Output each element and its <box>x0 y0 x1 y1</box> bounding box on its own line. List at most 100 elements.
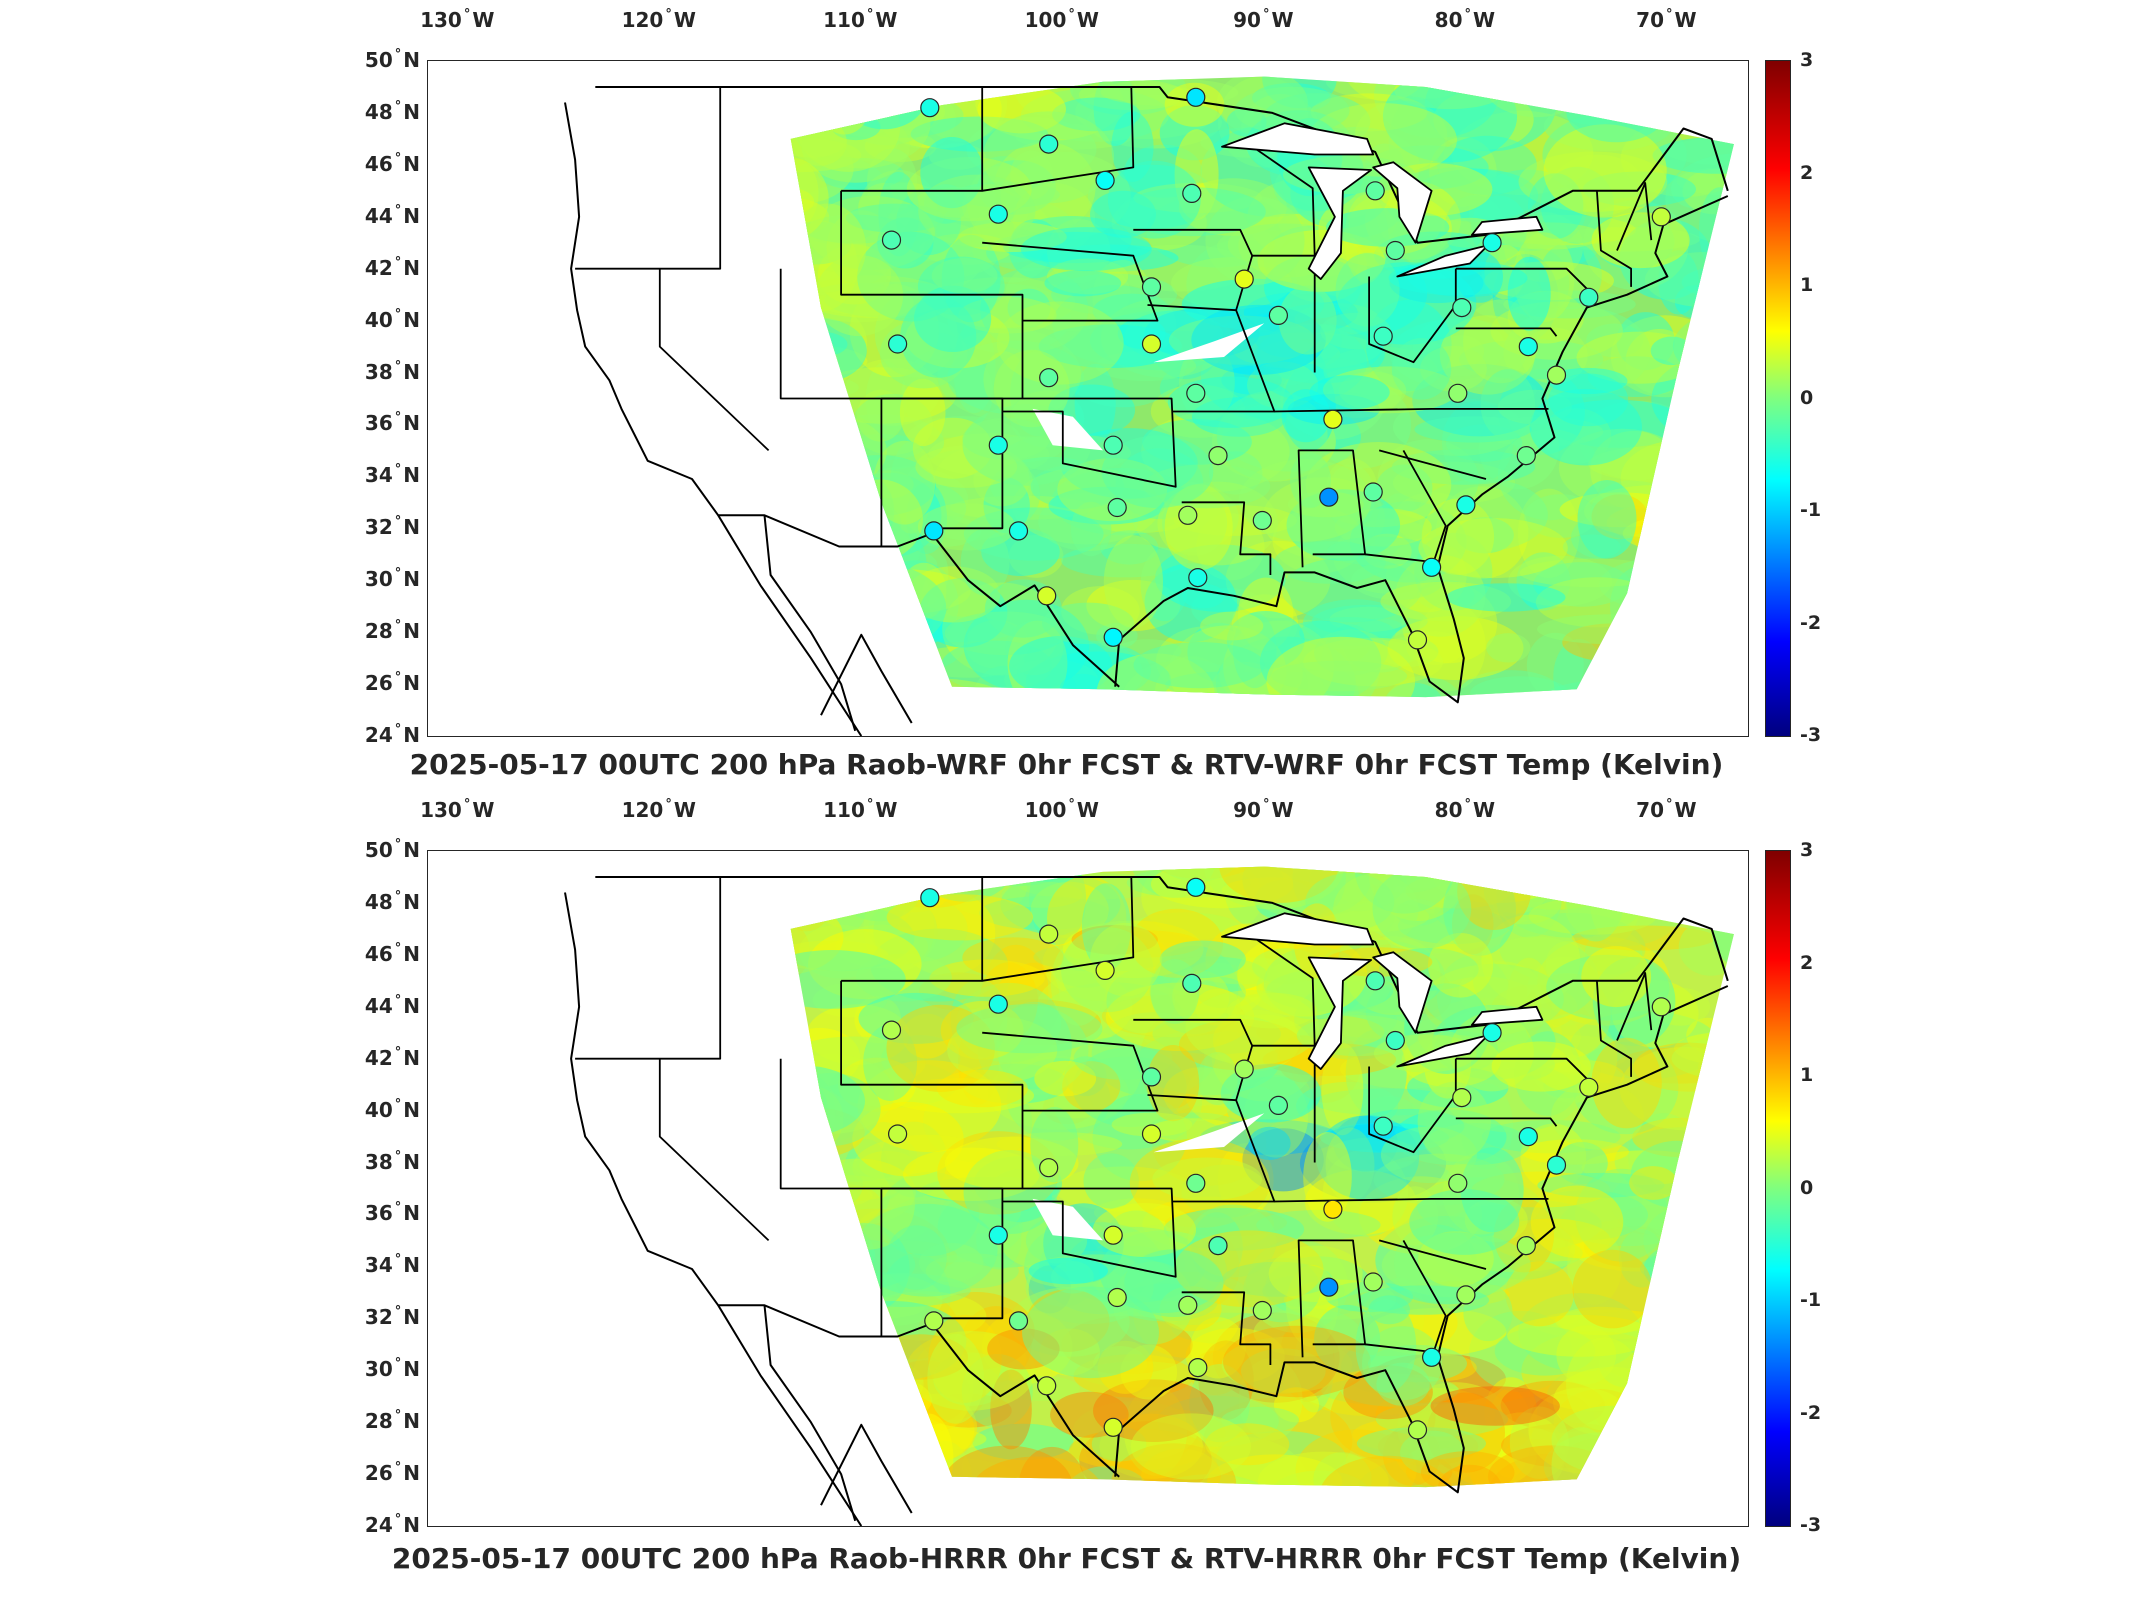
colorbar-tick-label: -3 <box>1800 724 1822 746</box>
raob-station <box>1182 973 1202 993</box>
colorbar-tick-label: 1 <box>1800 1064 1814 1086</box>
lat-tick-label: 30 ° N <box>364 566 420 592</box>
lat-tick-label: 46 ° N <box>364 940 420 966</box>
raob-station <box>1268 305 1289 325</box>
lat-tick-label: 36 ° N <box>364 1200 420 1226</box>
raob-station <box>1516 446 1536 466</box>
raob-station <box>1323 1199 1343 1219</box>
raob-station <box>1385 240 1405 261</box>
raob-station <box>1518 337 1538 357</box>
lat-tick-label: 34 ° N <box>364 462 420 488</box>
raob-station <box>1456 495 1476 515</box>
raob-station <box>1186 383 1206 403</box>
raob-station <box>1363 482 1383 502</box>
raob-station <box>1516 1236 1536 1256</box>
raob-station <box>1319 487 1339 507</box>
raob-station <box>1407 630 1428 650</box>
raob-station <box>1107 1287 1127 1308</box>
colorbar-tick-label: -3 <box>1800 1514 1822 1536</box>
raob-station <box>1186 87 1206 107</box>
raob-station <box>1208 446 1228 466</box>
raob-station <box>888 1124 908 1144</box>
lon-tick-label: 80 ° W <box>1434 7 1496 32</box>
lat-tick-label: 44 ° N <box>364 992 420 1018</box>
raob-station <box>1008 521 1029 541</box>
lat-tick-label: 38 ° N <box>364 1148 420 1174</box>
lat-tick-label: 26 ° N <box>364 1460 420 1486</box>
raob-station <box>988 1225 1008 1245</box>
lat-tick-label: 24 ° N <box>364 722 420 747</box>
colorbar-tick-label: -2 <box>1800 1401 1822 1424</box>
raob-station <box>1452 298 1472 318</box>
panel-title-wrf: 2025-05-17 00UTC 200 hPa Raob-WRF 0hr FC… <box>409 748 1724 781</box>
raob-station <box>1448 1173 1468 1193</box>
raob-station <box>988 204 1008 224</box>
raob-station <box>1095 170 1115 191</box>
lat-tick-label: 30 ° N <box>364 1356 420 1382</box>
raob-station <box>1103 1225 1123 1245</box>
raob-station <box>1579 1077 1599 1097</box>
raob-station <box>1234 1059 1254 1079</box>
lon-tick-label: 130 ° W <box>420 7 495 32</box>
colorbar-tick-label: 3 <box>1800 49 1814 71</box>
lat-tick-label: 40 ° N <box>364 306 420 332</box>
colorbar-hrrr <box>1765 850 1791 1527</box>
lat-tick-label: 42 ° N <box>364 1044 420 1070</box>
raob-station <box>1373 1116 1393 1136</box>
lat-tick-label: 34 ° N <box>364 1252 420 1278</box>
raob-station <box>924 1311 944 1331</box>
raob-station <box>1095 960 1115 981</box>
lon-tick-label: 70 ° W <box>1636 797 1697 822</box>
raob-station <box>1234 269 1254 289</box>
raob-station <box>1107 497 1127 518</box>
raob-station <box>1268 1095 1289 1115</box>
lat-tick-label: 42 ° N <box>364 254 420 280</box>
raob-station <box>1546 1155 1567 1175</box>
raob-station <box>920 98 940 118</box>
colorbar-tick-label: 1 <box>1800 274 1814 296</box>
raob-station <box>1141 277 1162 297</box>
raob-station <box>1039 924 1059 944</box>
colorbar-tick-label: 0 <box>1800 1176 1814 1199</box>
panel-title-hrrr: 2025-05-17 00UTC 200 hPa Raob-HRRR 0hr F… <box>391 1542 1742 1575</box>
raob-station <box>1039 1158 1059 1178</box>
lat-tick-label: 50 ° N <box>364 837 420 862</box>
raob-station <box>1208 1236 1228 1256</box>
raob-station <box>1651 997 1671 1017</box>
lon-tick-label: 110 ° W <box>823 7 898 32</box>
raob-station <box>1365 181 1385 201</box>
lat-tick-label: 46 ° N <box>364 150 420 176</box>
raob-station <box>1407 1420 1428 1440</box>
raob-station <box>1141 334 1162 354</box>
colorbar-wrf <box>1765 60 1791 737</box>
lon-tick-label: 120 ° W <box>621 7 696 32</box>
raob-station <box>1448 383 1468 403</box>
lat-tick-label: 50 ° N <box>364 47 420 72</box>
raob-station <box>1178 505 1198 525</box>
raob-station <box>1037 1376 1057 1396</box>
raob-station <box>1037 586 1057 606</box>
raob-station <box>1039 134 1059 154</box>
lat-tick-label: 48 ° N <box>364 888 420 914</box>
raob-station <box>1188 1357 1208 1378</box>
lon-tick-label: 120 ° W <box>621 797 696 822</box>
raob-station <box>1518 1127 1538 1147</box>
lat-tick-label: 36 ° N <box>364 410 420 436</box>
raob-station <box>1182 183 1202 203</box>
colorbar-tick-label: 2 <box>1800 161 1814 184</box>
raob-station <box>1456 1285 1476 1305</box>
lon-tick-label: 70 ° W <box>1636 7 1697 32</box>
colorbar-tick-label: -2 <box>1800 611 1822 634</box>
lon-tick-label: 100 ° W <box>1024 7 1099 32</box>
raob-station <box>1319 1277 1339 1297</box>
map-frame-wrf <box>427 60 1749 737</box>
raob-station <box>1188 567 1208 588</box>
lat-tick-label: 44 ° N <box>364 202 420 228</box>
raob-station <box>1482 1023 1502 1043</box>
raob-station <box>1186 877 1206 897</box>
lat-tick-label: 24 ° N <box>364 1512 420 1537</box>
raob-station <box>1385 1030 1405 1051</box>
raob-station <box>1103 1417 1123 1437</box>
raob-station <box>1141 1124 1162 1144</box>
raob-station <box>1373 326 1393 346</box>
